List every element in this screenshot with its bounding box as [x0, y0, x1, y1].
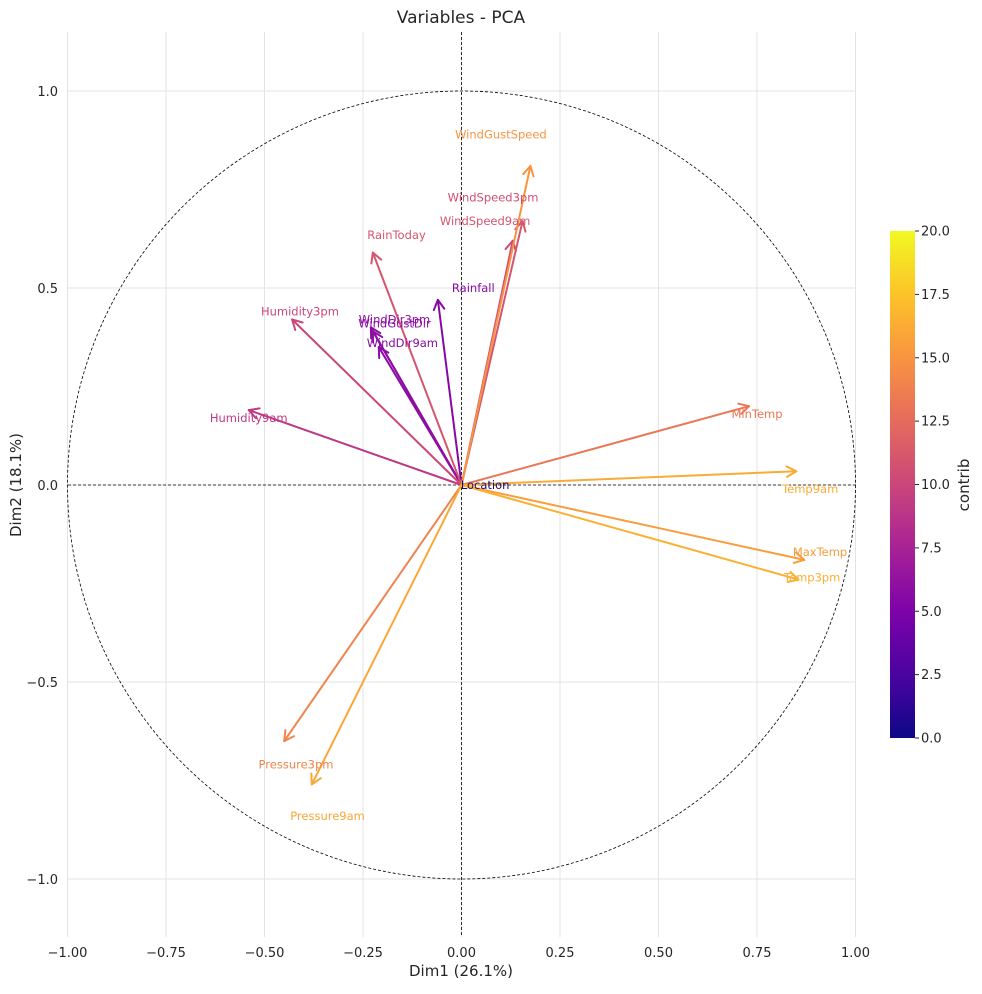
colorbar-label: contrib	[955, 459, 973, 512]
arrow-pressure3pm	[283, 484, 463, 743]
label-temp3pm: Temp3pm	[783, 571, 840, 585]
label-windgustspeed: WindGustSpeed	[455, 127, 547, 141]
colorbar-tick-label: 2.5	[921, 668, 942, 683]
arrow-pressure9am	[310, 484, 463, 786]
arrowhead-humidity9am	[247, 407, 261, 420]
x-axis-label: Dim1 (26.1%)	[409, 962, 513, 980]
label-windspeed3pm: WindSpeed3pm	[448, 190, 539, 204]
arrowhead-pressure3pm	[283, 729, 296, 743]
arrowhead-winddir3pm	[371, 330, 384, 344]
label-raintoday: RainToday	[367, 228, 426, 242]
arrowhead-windgustdir	[369, 326, 382, 340]
arrowhead-temp9am	[785, 465, 798, 478]
y-axis-label: Dim2 (18.1%)	[7, 433, 25, 537]
label-winddir3pm: WindDir3pm	[359, 313, 431, 327]
axis-ticks: −1.00 −0.75 −0.50 −0.25 0.00 0.25 0.50 0.75 1.00…	[26, 85, 870, 961]
label-humidity9am: Humidity9am	[210, 411, 288, 425]
y-tick-label: 1.0	[37, 85, 58, 100]
x-tick-label: 0.75	[743, 946, 772, 961]
label-mintemp: MinTemp	[731, 407, 782, 421]
label-windgustdir: WindGustDir	[358, 316, 431, 330]
arrow-raintoday	[371, 251, 463, 486]
y-tick-label: 0.0	[37, 479, 58, 494]
x-tick-label: 0.00	[447, 946, 476, 961]
chart-title: Variables - PCA	[397, 8, 526, 28]
arrow-humidity9am	[247, 409, 463, 486]
label-winddir9am: WindDir9am	[367, 336, 438, 350]
variable-labels: Location MinTemp MaxTemp Rainfall WindGustDi…	[210, 127, 847, 823]
colorbar-tick-label: 17.5	[921, 288, 950, 303]
arrowhead-raintoday	[370, 251, 383, 265]
label-location: Location	[461, 478, 510, 492]
label-maxtemp: MaxTemp	[793, 545, 847, 559]
arrow-winddir3pm	[371, 330, 463, 486]
colorbar-tick-label: 7.5	[921, 541, 942, 556]
label-pressure9am: Pressure9am	[290, 809, 365, 823]
colorbar-gradient	[890, 231, 915, 738]
arrowhead-humidity3pm	[291, 318, 304, 332]
label-windspeed9am: WindSpeed9am	[440, 214, 531, 228]
arrow-temp9am	[460, 470, 798, 486]
arrow-windgustspeed	[460, 164, 532, 486]
colorbar-tick-label: 0.0	[921, 732, 942, 747]
colorbar-tick-label: 5.0	[921, 605, 942, 620]
y-tick-label: 0.5	[37, 282, 58, 297]
y-tick-label: −0.5	[26, 676, 58, 691]
arrow-temp3pm	[460, 484, 800, 581]
y-tick-label: −1.0	[26, 873, 58, 888]
label-humidity3pm: Humidity3pm	[261, 305, 339, 319]
variable-arrows	[247, 164, 806, 786]
arrow-rainfall	[436, 298, 463, 486]
colorbar-tick-label: 12.5	[921, 415, 950, 430]
arrowhead-maxtemp	[792, 551, 806, 564]
x-tick-label: 0.25	[546, 946, 575, 961]
arrowhead-mintemp	[737, 402, 751, 415]
arrow-mintemp	[460, 405, 751, 486]
label-pressure3pm: Pressure3pm	[259, 758, 334, 772]
arrow-maxtemp	[460, 484, 806, 561]
label-temp9am: Temp9am	[781, 482, 838, 496]
arrowhead-pressure9am	[310, 772, 322, 786]
colorbar: 0.0 2.5 5.0 7.5 10.0 12.5 15.0 17.5 20.0	[890, 225, 950, 747]
colorbar-tick-label: 10.0	[921, 478, 950, 493]
x-tick-label: −0.75	[146, 946, 186, 961]
colorbar-tick-label: 20.0	[921, 225, 950, 240]
x-tick-label: 0.50	[644, 946, 673, 961]
arrowhead-temp3pm	[786, 570, 800, 584]
colorbar-tick-label: 15.0	[921, 351, 950, 366]
x-tick-label: 1.00	[841, 946, 870, 961]
arrowhead-rainfall	[432, 298, 446, 312]
x-tick-label: −0.50	[245, 946, 285, 961]
label-rainfall: Rainfall	[452, 281, 495, 295]
x-tick-label: −0.25	[343, 946, 383, 961]
x-tick-label: −1.00	[48, 946, 88, 961]
arrowhead-windgustspeed	[522, 164, 535, 178]
arrow-humidity3pm	[291, 318, 463, 486]
arrowhead-windspeed3pm	[504, 239, 517, 253]
